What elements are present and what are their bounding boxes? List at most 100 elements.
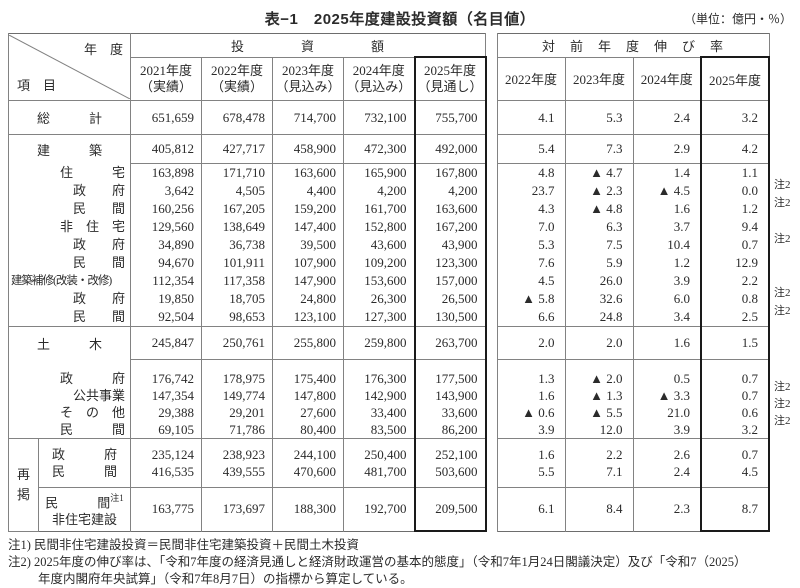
growth-value: ▲ 4.5	[657, 183, 690, 198]
inv-column-2025: 167,800 4,200 163,600 167,200 43,900 123…	[413, 163, 487, 327]
inv-value: 250,400	[364, 447, 407, 462]
tables-area: 年 度 項 目 投 資 額 2021年度 （実績） 2022年度 （実績） 2023…	[8, 33, 792, 532]
row-label: 政 府	[59, 370, 125, 386]
growth-value: ▲ 3.3	[657, 388, 690, 403]
inv-value: 69,105	[158, 422, 194, 437]
growth-value: 6.0	[673, 291, 690, 306]
inv-value: 416,535	[151, 464, 194, 479]
inv-value: 176,300	[364, 371, 407, 386]
growth-value: 9.4	[741, 219, 758, 234]
inv-value: 129,560	[151, 219, 194, 234]
inv-value: 470,600	[293, 464, 336, 479]
growth-value: 12.0	[599, 422, 623, 437]
growth-value: 26.0	[599, 273, 623, 288]
growth-value: 3.2	[741, 422, 758, 437]
note2-marker: 注2	[774, 381, 791, 393]
growth-value: 7.5	[606, 237, 623, 252]
growth-value: 0.7	[741, 237, 758, 252]
inv-value: 481,700	[364, 464, 407, 479]
inv-year-header: 2021年度 （実績）	[130, 57, 202, 101]
growth-value: 3.7	[673, 219, 690, 234]
inv-value: 177,500	[435, 371, 478, 386]
growth-value: 24.8	[599, 309, 623, 324]
row-label: 民 間	[72, 254, 125, 270]
row-labels-civil-detail: 政 府 公共事業 そ の 他 民 間	[8, 359, 131, 439]
inv-value: 492,000	[413, 134, 487, 164]
inv-column-2021: 176,742 147,354 29,388 69,105	[130, 359, 202, 439]
inv-value: 160,256	[151, 201, 194, 216]
inv-value: 43,900	[441, 237, 478, 252]
inv-value: 92,504	[158, 309, 194, 324]
growth-value: 2.4	[673, 464, 690, 479]
growth-value: 2.2	[606, 447, 623, 462]
inv-value: 755,700	[413, 100, 487, 135]
growth-column-2022: 4.8 23.7 4.3 7.0 5.3 7.6 4.5 ▲ 5.8 6.6	[496, 163, 566, 327]
inv-value: 163,600	[293, 165, 336, 180]
growth-value: 8.7	[700, 487, 770, 532]
inv-value: 36,738	[229, 237, 265, 252]
row-label: 民 間	[51, 464, 117, 479]
inv-value: 245,847	[130, 326, 202, 360]
growth-value: 2.6	[673, 447, 690, 462]
growth-value: 0.8	[741, 291, 758, 306]
growth-value: ▲ 0.6	[522, 405, 555, 420]
growth-column-2023: 2.2 7.1	[564, 438, 634, 488]
growth-value: ▲ 4.8	[590, 201, 623, 216]
growth-value: 4.5	[741, 464, 758, 479]
inv-year-header: 2024年度 （見込み）	[343, 57, 415, 101]
growth-value: 3.2	[700, 100, 770, 135]
inv-value: 427,717	[201, 134, 273, 164]
growth-value: 3.4	[673, 309, 690, 324]
inv-column-2021: 235,124 416,535	[130, 438, 202, 488]
inv-value: 163,898	[151, 165, 194, 180]
inv-value: 26,500	[441, 291, 478, 306]
growth-value: ▲ 5.5	[590, 405, 623, 420]
inv-value: 472,300	[343, 134, 415, 164]
inv-value: 161,700	[364, 201, 407, 216]
inv-value: 127,300	[364, 309, 407, 324]
inv-value: 71,786	[229, 422, 265, 437]
inv-year-header-2025: 2025年度 （見通し）	[413, 56, 487, 101]
growth-value: ▲ 5.8	[522, 291, 555, 306]
inv-value: 175,400	[293, 371, 336, 386]
inv-value: 80,400	[300, 422, 336, 437]
inv-value: 29,388	[158, 405, 194, 420]
inv-value: 147,900	[293, 273, 336, 288]
growth-value: 1.5	[700, 326, 770, 360]
growth-value: 4.5	[538, 273, 555, 288]
inv-value: 732,100	[343, 100, 415, 135]
growth-value: 3.9	[538, 422, 555, 437]
header-corner: 年 度 項 目	[8, 33, 131, 101]
inv-column-2024: 250,400 481,700	[343, 438, 415, 488]
inv-value: 27,600	[300, 405, 336, 420]
growth-value: 10.4	[667, 237, 690, 252]
inv-value: 39,500	[300, 237, 336, 252]
growth-value: 6.6	[538, 309, 555, 324]
growth-year-header: 2023年度	[564, 57, 634, 101]
growth-value: 32.6	[599, 291, 623, 306]
note2-marker: 注2	[774, 233, 791, 245]
inv-value: 101,911	[223, 255, 265, 270]
growth-value: 0.0	[741, 183, 758, 198]
note2-marker: 注2	[774, 398, 791, 410]
growth-value: 4.2	[700, 134, 770, 164]
inv-value: 152,800	[364, 219, 407, 234]
growth-value: ▲ 4.7	[590, 165, 623, 180]
growth-value: 0.7	[741, 447, 758, 462]
growth-value: 2.4	[632, 100, 702, 135]
inv-value: 149,774	[222, 388, 265, 403]
inv-value: 167,205	[222, 201, 265, 216]
inv-value: 159,200	[293, 201, 336, 216]
growth-value: 1.6	[632, 326, 702, 360]
inv-value: 117,358	[223, 273, 265, 288]
inv-value: 3,642	[164, 183, 194, 198]
row-label: 非 住 宅	[59, 218, 125, 234]
row-label: 建築補修(改装・改修)	[11, 274, 112, 287]
inv-value: 86,200	[441, 422, 478, 437]
corner-item-label: 項 目	[17, 78, 57, 93]
inv-value: 43,600	[370, 237, 407, 252]
row-label: 政 府	[51, 447, 117, 462]
growth-value: 1.2	[673, 255, 690, 270]
growth-column-2023: ▲ 2.0 ▲ 1.3 ▲ 5.5 12.0	[564, 359, 634, 439]
